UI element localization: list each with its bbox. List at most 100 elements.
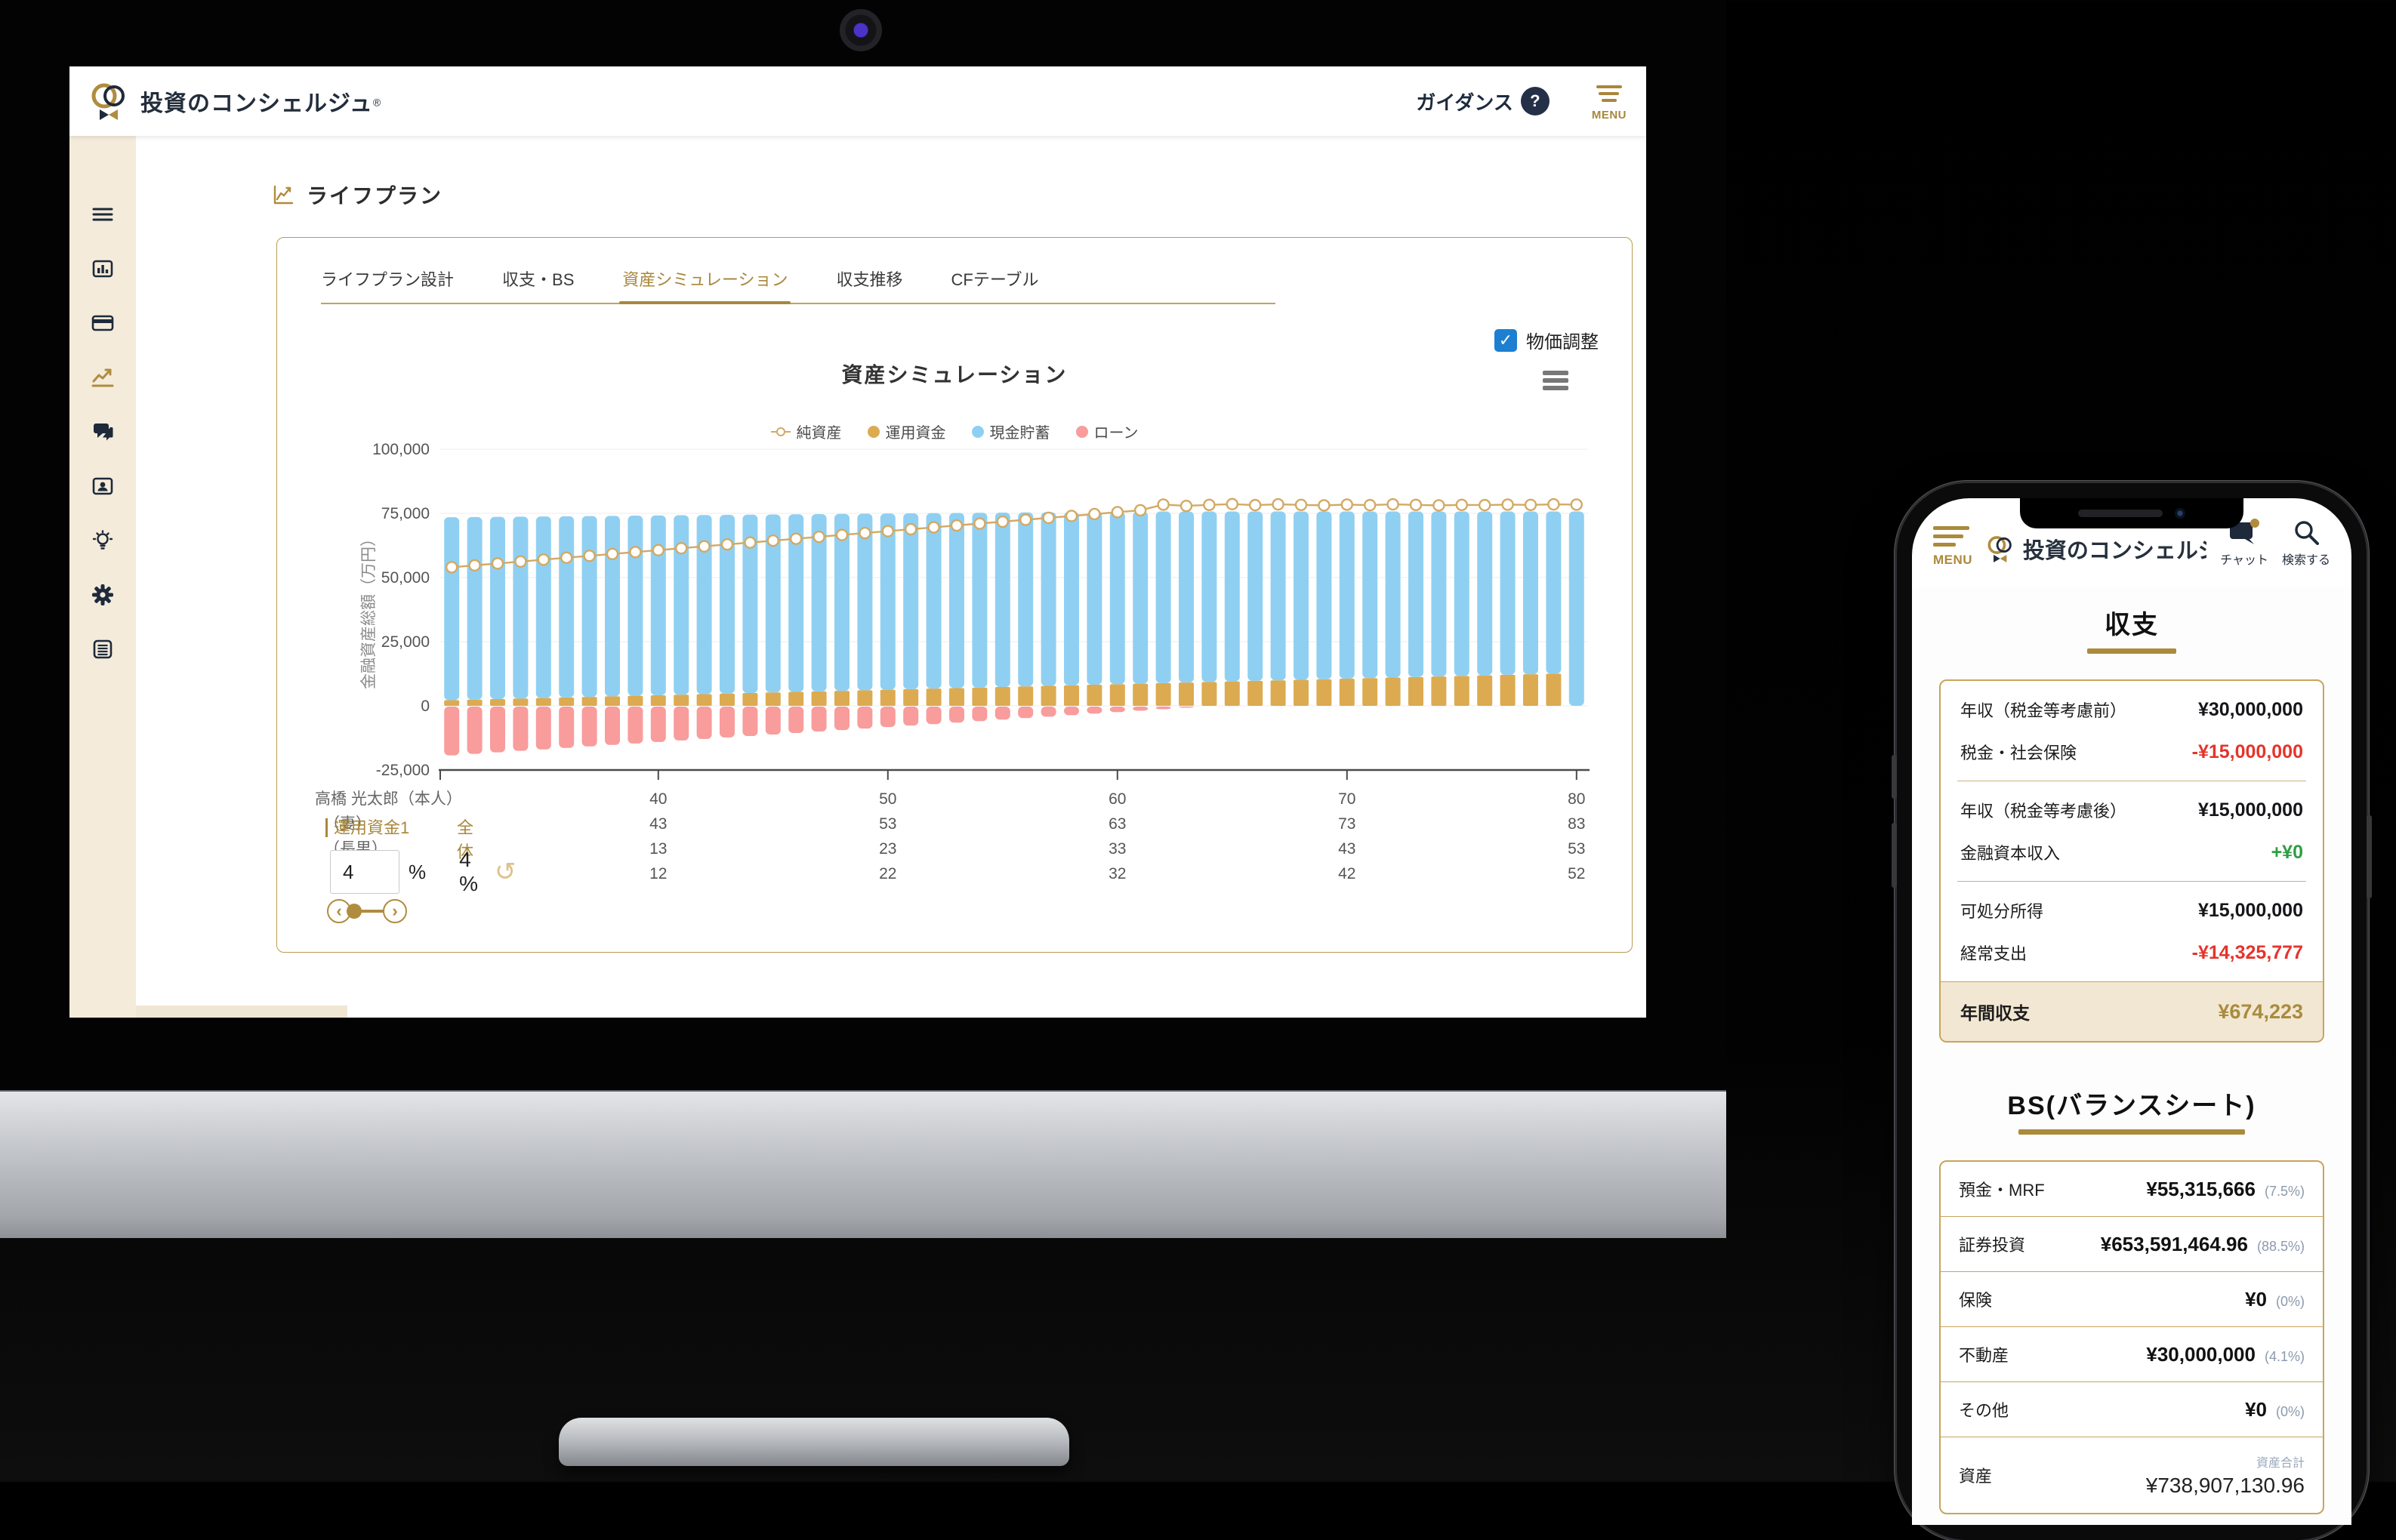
slider-track[interactable] xyxy=(347,904,384,919)
income-row-value: -¥15,000,000 xyxy=(2191,741,2303,762)
svg-text:12: 12 xyxy=(649,865,667,882)
income-row: 年収（税金等考慮前） ¥30,000,000 xyxy=(1941,688,2323,731)
tab-1[interactable]: 収支・BS xyxy=(502,270,575,289)
asset-chart: 100,000 75,000 50,000 25,000 0 -25,000 金融資産総額（… xyxy=(304,440,1600,893)
phone-search-button[interactable]: 検索する xyxy=(2282,518,2330,568)
svg-text:（妻）: （妻） xyxy=(324,815,372,833)
svg-text:53: 53 xyxy=(1568,840,1585,858)
income-row: 経常支出 -¥14,325,777 xyxy=(1941,932,2323,974)
legend-item[interactable]: 運用資金 xyxy=(867,420,946,442)
tab-3[interactable]: 収支推移 xyxy=(836,270,903,289)
sidebar-card-icon[interactable] xyxy=(91,311,115,335)
phone-volume-button xyxy=(1892,755,1897,799)
legend-marker xyxy=(867,425,880,438)
phone-header: MENU 投資のコンシェルジュ チャット xyxy=(1912,498,2351,578)
income-row-value: +¥0 xyxy=(2271,841,2303,863)
svg-text:50: 50 xyxy=(879,790,896,808)
sidebar-profile-icon[interactable] xyxy=(91,474,115,498)
phone-screen: MENU 投資のコンシェルジュ チャット xyxy=(1912,498,2351,1525)
svg-text:40: 40 xyxy=(649,790,667,808)
tab-4[interactable]: CFテーブル xyxy=(951,270,1039,289)
help-icon[interactable]: ? xyxy=(1520,87,1550,116)
sidebar-idea-icon[interactable] xyxy=(91,528,115,553)
svg-text:73: 73 xyxy=(1338,815,1355,833)
bs-row-percent: (4.1%) xyxy=(2264,1348,2305,1364)
legend-item[interactable]: 純資産 xyxy=(770,420,842,442)
svg-text:高橋 光太郎（本人）: 高橋 光太郎（本人） xyxy=(315,790,462,808)
tab-bar: ライフプラン設計 収支・BS 資産シミュレーション 収支推移 CFテーブル xyxy=(321,266,1039,303)
svg-text:13: 13 xyxy=(649,840,667,858)
chat-icon xyxy=(2230,519,2260,544)
income-row: 年収（税金等考慮後） ¥15,000,000 xyxy=(1941,789,2323,831)
income-row-value: ¥15,000,000 xyxy=(2197,799,2303,821)
price-adjust-label[interactable]: 物価調整 xyxy=(1526,332,1599,353)
income-row-value: -¥14,325,777 xyxy=(2191,941,2303,963)
bs-row-value: ¥0 xyxy=(2245,1397,2267,1421)
brand: 投資のコンシェルジュ® xyxy=(89,79,381,123)
phone: MENU 投資のコンシェルジュ チャット xyxy=(1892,483,2372,1540)
undo-icon[interactable]: ↺ xyxy=(495,858,517,886)
asset-chart-svg: 100,000 75,000 50,000 25,000 0 -25,000 金融資産総額（… xyxy=(315,441,1590,882)
sidebar-lifeplan-icon[interactable] xyxy=(91,365,115,390)
bs-row: 資産 資産合計 ¥738,907,130.96 xyxy=(1941,1437,2323,1513)
sidebar-footer-strip xyxy=(69,1006,347,1018)
svg-text:52: 52 xyxy=(1568,865,1585,882)
simulation-panel: ライフプラン設計 収支・BS 資産シミュレーション 収支推移 CFテーブル ✓ 物価調整… xyxy=(276,237,1633,953)
svg-text:50,000: 50,000 xyxy=(381,569,430,587)
percent-sign: % xyxy=(409,860,427,883)
bs-row: 不動産 ¥30,000,000 (4.1%) xyxy=(1941,1326,2323,1381)
rate-controls: 運用資金1 全体 % 4 % ↺ ‹ › xyxy=(325,815,517,923)
speaker-slot xyxy=(2078,510,2163,517)
slider-increase-button[interactable]: › xyxy=(383,899,407,923)
bs-row-label: 不動産 xyxy=(1959,1346,2009,1365)
svg-text:32: 32 xyxy=(1109,865,1126,882)
phone-brand-title: 投資のコンシェルジュ xyxy=(2022,539,2206,563)
bs-row-label: 資産 xyxy=(1959,1467,1993,1486)
sidebar-news-icon[interactable] xyxy=(91,637,115,661)
svg-text:83: 83 xyxy=(1568,815,1585,833)
sidebar-menu-icon[interactable] xyxy=(91,202,115,226)
phone-chat-label: チャット xyxy=(2220,554,2268,567)
desktop-screen: 投資のコンシェルジュ® ガイダンス ? MENU xyxy=(69,66,1646,1018)
sidebar-dashboard-icon[interactable] xyxy=(91,257,115,281)
tab-2[interactable]: 資産シミュレーション xyxy=(622,270,788,289)
income-card: 年収（税金等考慮前） ¥30,000,000 税金・社会保険 -¥15,000,000… xyxy=(1939,679,2324,1043)
phone-menu-button[interactable]: MENU xyxy=(1933,526,1972,568)
income-row-label: 年収（税金等考慮前） xyxy=(1960,701,2127,720)
bs-row-percent: (0%) xyxy=(2275,1403,2305,1419)
svg-text:22: 22 xyxy=(879,865,896,882)
page-title: ライフプラン xyxy=(307,184,443,208)
title-underline xyxy=(2087,648,2176,654)
legend-item[interactable]: 現金貯蓄 xyxy=(971,420,1050,442)
legend-item[interactable]: ローン xyxy=(1075,420,1139,442)
sidebar-chat-icon[interactable] xyxy=(91,420,115,444)
monitor-stand xyxy=(676,1238,1035,1421)
svg-text:60: 60 xyxy=(1109,790,1126,808)
guidance-link[interactable]: ガイダンス ? xyxy=(1416,87,1550,116)
phone-volume-button xyxy=(1892,823,1897,888)
income-row: 可処分所得 ¥15,000,000 xyxy=(1941,889,2323,932)
fund-tab-label[interactable]: 運用資金1 xyxy=(325,818,410,837)
overall-tab-label[interactable]: 全体 xyxy=(457,818,474,861)
price-adjust-checkbox[interactable]: ✓ xyxy=(1494,328,1517,352)
income-row: 金融資本収入 +¥0 xyxy=(1941,831,2323,873)
income-row-label: 金融資本収入 xyxy=(1960,844,2061,863)
chart-context-menu-icon[interactable] xyxy=(1543,371,1568,393)
svg-text:42: 42 xyxy=(1338,865,1355,882)
monitor-base xyxy=(559,1418,1069,1466)
fund-rate-input[interactable] xyxy=(330,850,399,894)
guidance-label: ガイダンス xyxy=(1416,91,1513,114)
income-row-value: ¥15,000,000 xyxy=(2197,899,2303,921)
tab-0[interactable]: ライフプラン設計 xyxy=(321,270,455,289)
sidebar-settings-icon[interactable] xyxy=(91,583,115,607)
bs-row-label: その他 xyxy=(1959,1401,2009,1420)
slider-handle[interactable] xyxy=(347,904,362,919)
phone-brand: 投資のコンシェルジュ xyxy=(1986,530,2206,568)
monitor-chin xyxy=(0,1090,1726,1238)
phone-chat-button[interactable]: チャット xyxy=(2220,518,2268,568)
divider xyxy=(1957,881,2306,882)
bs-row: その他 ¥0 (0%) xyxy=(1941,1381,2323,1437)
bs-row-value: ¥30,000,000 xyxy=(2146,1342,2256,1366)
menu-button[interactable]: MENU xyxy=(1592,82,1627,122)
